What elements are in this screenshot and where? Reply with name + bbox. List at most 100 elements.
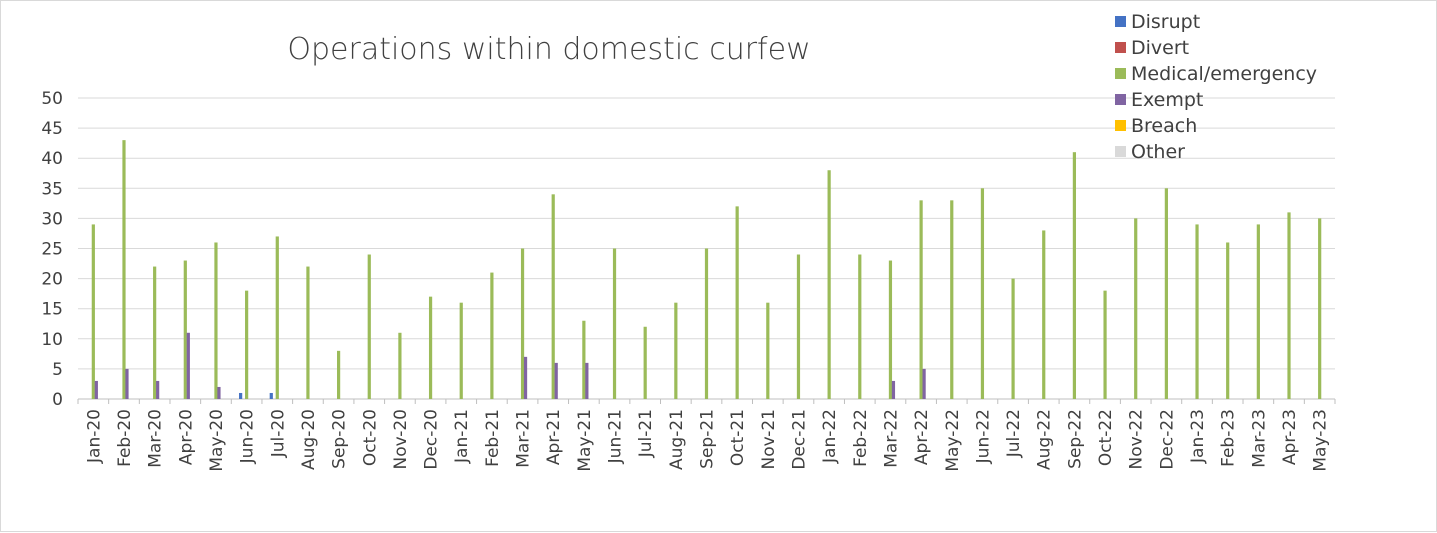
x-tick-label: Apr-22 [912, 409, 932, 465]
legend-swatch [1115, 16, 1126, 27]
bar-medical-emergency-jul-20 [275, 236, 279, 399]
bar-exempt-feb-20 [125, 368, 129, 399]
x-tick-label: Feb-23 [1219, 409, 1239, 467]
y-tick-label: 10 [41, 330, 63, 350]
legend-label: Disrupt [1131, 11, 1200, 33]
bar-medical-emergency-sep-20 [336, 350, 341, 399]
bar-exempt-apr-20 [186, 332, 190, 399]
x-tick-label: Feb-21 [483, 409, 503, 467]
x-tick-label: Oct-20 [360, 409, 380, 466]
x-tick-label: Jan-21 [452, 409, 472, 464]
x-tick-label: Mar-22 [881, 409, 901, 468]
bar-medical-emergency-dec-22 [1164, 188, 1168, 399]
x-tick-label: Dec-21 [789, 409, 809, 470]
bar-medical-emergency-may-21 [582, 320, 586, 399]
bar-medical-emergency-jan-21 [459, 302, 463, 399]
bar-medical-emergency-mar-23 [1256, 224, 1260, 399]
x-tick-label: Sep-21 [698, 409, 718, 469]
x-tick-label: Jan-22 [820, 409, 840, 464]
x-tick-label: Jun-20 [238, 409, 258, 464]
x-tick-label: Feb-22 [851, 409, 871, 467]
chart-title: Operations within domestic curfew [287, 32, 810, 67]
x-tick-label: May-22 [943, 409, 963, 472]
legend-swatch [1115, 120, 1126, 131]
y-tick-label: 20 [41, 270, 63, 290]
x-tick-label: Oct-22 [1096, 409, 1116, 466]
x-tick-label: Apr-23 [1280, 409, 1300, 465]
bar-exempt-mar-21 [523, 356, 528, 399]
x-tick-label: Nov-21 [759, 409, 779, 470]
bar-medical-emergency-jun-20 [245, 290, 249, 399]
legend-swatch [1115, 146, 1126, 157]
bar-medical-emergency-aug-22 [1042, 230, 1046, 399]
bar-medical-emergency-dec-20 [428, 296, 433, 399]
bar-disrupt-jul-20 [269, 392, 273, 399]
x-tick-label: Jul-22 [1004, 409, 1024, 458]
bar-medical-emergency-jan-20 [91, 224, 95, 399]
x-tick-label: Dec-20 [422, 409, 442, 470]
bar-medical-emergency-jun-22 [980, 188, 985, 399]
bar-exempt-apr-21 [554, 362, 558, 399]
y-tick-label: 15 [41, 300, 63, 320]
bar-exempt-mar-22 [891, 380, 896, 399]
legend: Disrupt Divert Medical/emergency Exempt Brea… [1115, 11, 1317, 163]
bar-medical-emergency-mar-21 [520, 248, 525, 399]
x-tick-label: Dec-22 [1157, 409, 1177, 470]
bar-medical-emergency-feb-22 [858, 254, 862, 399]
x-tick-label: May-20 [207, 409, 227, 472]
bar-medical-emergency-jul-21 [643, 326, 647, 399]
bar-medical-emergency-nov-22 [1134, 218, 1138, 399]
bar-medical-emergency-feb-21 [490, 272, 494, 399]
y-tick-label: 40 [41, 149, 63, 169]
bar-medical-emergency-aug-20 [306, 266, 310, 399]
y-tick-label: 50 [41, 89, 63, 109]
bar-medical-emergency-sep-21 [704, 248, 709, 399]
bars [91, 140, 1322, 399]
x-tick-label: Mar-23 [1249, 409, 1269, 468]
bar-medical-emergency-jan-22 [827, 170, 831, 399]
x-tick-label: Nov-20 [391, 409, 411, 470]
y-tick-label: 5 [52, 360, 63, 380]
x-tick-label: Feb-20 [115, 409, 135, 467]
bar-disrupt-jun-20 [239, 392, 243, 399]
bar-medical-emergency-apr-21 [551, 194, 555, 399]
legend-swatch [1115, 42, 1126, 53]
bar-medical-emergency-jun-21 [612, 248, 617, 399]
x-tick-label: May-23 [1311, 409, 1331, 472]
bar-exempt-jan-20 [94, 380, 98, 399]
x-tick-label: Sep-20 [330, 409, 350, 469]
bar-medical-emergency-may-23 [1318, 218, 1322, 399]
bar-medical-emergency-oct-22 [1103, 290, 1107, 399]
y-tick-label: 45 [41, 119, 63, 139]
x-tick-label: Jan-20 [84, 409, 104, 464]
x-tick-label: Oct-21 [728, 409, 748, 466]
x-axis-ticks: Jan-20 Feb-20 Mar-20 Apr-20 May-20 Jun-20 Jul-… [84, 409, 1330, 472]
x-tick-label: Mar-20 [146, 409, 166, 468]
bar-medical-emergency-nov-20 [398, 332, 402, 399]
x-tick-label: Aug-21 [667, 409, 687, 470]
bar-medical-emergency-dec-21 [796, 254, 801, 399]
legend-swatch [1115, 94, 1126, 105]
legend-label: Divert [1131, 37, 1189, 59]
x-tick-label: Jan-23 [1188, 409, 1208, 464]
bar-medical-emergency-oct-20 [367, 254, 371, 399]
bar-medical-emergency-oct-21 [735, 206, 739, 399]
bar-medical-emergency-apr-23 [1287, 212, 1291, 399]
bar-medical-emergency-sep-22 [1072, 152, 1077, 399]
bar-exempt-may-21 [585, 362, 589, 399]
bar-medical-emergency-mar-22 [888, 260, 893, 399]
x-tick-label: Jun-21 [606, 409, 626, 464]
bar-medical-emergency-mar-20 [153, 266, 157, 399]
bar-medical-emergency-apr-20 [183, 260, 187, 399]
legend-label: Exempt [1131, 89, 1203, 111]
x-tick-label: Aug-20 [299, 409, 319, 470]
x-tick-label: Jul-21 [636, 409, 656, 458]
bar-exempt-mar-20 [156, 380, 160, 399]
legend-label: Medical/emergency [1131, 63, 1317, 85]
bar-medical-emergency-jul-22 [1011, 278, 1015, 399]
y-tick-label: 30 [41, 209, 63, 229]
bar-medical-emergency-may-22 [950, 200, 954, 399]
legend-label: Other [1131, 141, 1185, 163]
